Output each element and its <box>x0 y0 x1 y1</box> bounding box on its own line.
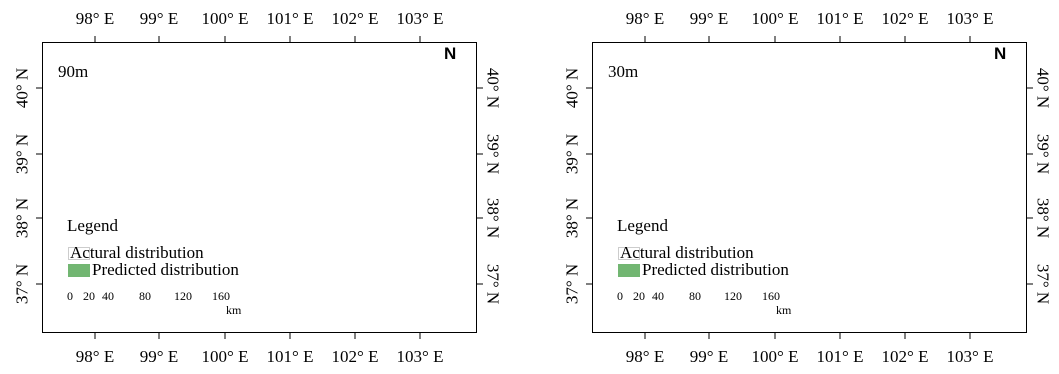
longitude-tick-label-bottom: 98° E <box>75 347 115 366</box>
scale-bar-tick-label: 20 <box>633 289 645 303</box>
longitude-tick-label-top: 101° E <box>816 9 864 28</box>
legend-swatch-predicted <box>68 264 90 277</box>
longitude-tick-label-bottom: 99° E <box>689 347 729 366</box>
longitude-tick-label-bottom: 100° E <box>201 347 249 366</box>
legend-title: Legend <box>617 216 668 235</box>
panel-resolution-label: 90m <box>58 62 89 81</box>
scale-bar-tick-label: 20 <box>83 289 95 303</box>
longitude-tick-label-top: 102° E <box>881 9 929 28</box>
longitude-tick-label-top: 103° E <box>396 9 444 28</box>
map-panel-90m: 98° E 98° E 99° E 99° E 100° E 100° E 101° E 10… <box>0 0 529 374</box>
longitude-tick-label-bottom: 101° E <box>816 347 864 366</box>
scale-bar-tick-label: 40 <box>102 289 114 303</box>
latitude-tick-label-left: 40° N <box>562 67 582 109</box>
scale-unit: km <box>226 303 242 317</box>
longitude-tick-label-bottom: 100° E <box>751 347 799 366</box>
longitude-tick-label-bottom: 98° E <box>625 347 665 366</box>
latitude-tick-label-left: 37° N <box>562 263 582 305</box>
north-label: N <box>994 44 1007 63</box>
latitude-tick-label-left: 38° N <box>12 197 32 239</box>
latitude-tick-label-right: 37° N <box>1033 263 1053 305</box>
longitude-tick-label-bottom: 99° E <box>139 347 179 366</box>
legend-swatch-actual <box>68 247 90 260</box>
scale-bar-tick-label: 160 <box>762 289 780 303</box>
longitude-tick-label-top: 100° E <box>751 9 799 28</box>
latitude-tick-label-left: 40° N <box>12 67 32 109</box>
latitude-tick-label-right: 40° N <box>1033 67 1053 109</box>
map-panel-30m: 98° E 98° E 99° E 99° E 100° E 100° E 101° E 10… <box>550 0 1059 374</box>
legend-swatch-predicted <box>618 264 640 277</box>
legend-label-actual: Actural distribution <box>620 243 754 262</box>
scale-unit: km <box>776 303 792 317</box>
legend-label-predicted: Predicted distribution <box>642 260 789 279</box>
legend-title: Legend <box>67 216 118 235</box>
scale-bar-tick-label: 120 <box>724 289 742 303</box>
scale-bar-tick-label: 80 <box>139 289 151 303</box>
panel-resolution-label: 30m <box>608 62 639 81</box>
longitude-tick-label-top: 99° E <box>689 9 729 28</box>
latitude-tick-label-left: 38° N <box>562 197 582 239</box>
longitude-tick-label-bottom: 103° E <box>396 347 444 366</box>
scale-bar-tick-label: 0 <box>617 289 623 303</box>
legend-label-actual: Actural distribution <box>70 243 204 262</box>
longitude-tick-label-top: 98° E <box>625 9 665 28</box>
map-frame <box>42 42 477 333</box>
longitude-tick-label-top: 102° E <box>331 9 379 28</box>
map-frame <box>592 42 1027 333</box>
longitude-tick-label-top: 100° E <box>201 9 249 28</box>
longitude-tick-label-bottom: 102° E <box>331 347 379 366</box>
longitude-tick-label-top: 98° E <box>75 9 115 28</box>
latitude-tick-label-right: 38° N <box>483 197 503 239</box>
north-label: N <box>444 44 457 63</box>
legend-label-predicted: Predicted distribution <box>92 260 239 279</box>
longitude-tick-label-top: 101° E <box>266 9 314 28</box>
longitude-tick-label-bottom: 103° E <box>946 347 994 366</box>
scale-bar-tick-label: 0 <box>67 289 73 303</box>
latitude-tick-label-right: 38° N <box>1033 197 1053 239</box>
scale-bar-tick-label: 40 <box>652 289 664 303</box>
latitude-tick-label-right: 37° N <box>483 263 503 305</box>
longitude-tick-label-top: 99° E <box>139 9 179 28</box>
legend-swatch-actual <box>618 247 640 260</box>
scale-bar-tick-label: 160 <box>212 289 230 303</box>
latitude-tick-label-left: 39° N <box>12 133 32 175</box>
scale-bar-tick-label: 120 <box>174 289 192 303</box>
longitude-tick-label-bottom: 101° E <box>266 347 314 366</box>
latitude-tick-label-right: 39° N <box>483 133 503 175</box>
latitude-tick-label-left: 39° N <box>562 133 582 175</box>
longitude-tick-label-bottom: 102° E <box>881 347 929 366</box>
latitude-tick-label-right: 40° N <box>483 67 503 109</box>
latitude-tick-label-right: 39° N <box>1033 133 1053 175</box>
scale-bar-tick-label: 80 <box>689 289 701 303</box>
latitude-tick-label-left: 37° N <box>12 263 32 305</box>
longitude-tick-label-top: 103° E <box>946 9 994 28</box>
